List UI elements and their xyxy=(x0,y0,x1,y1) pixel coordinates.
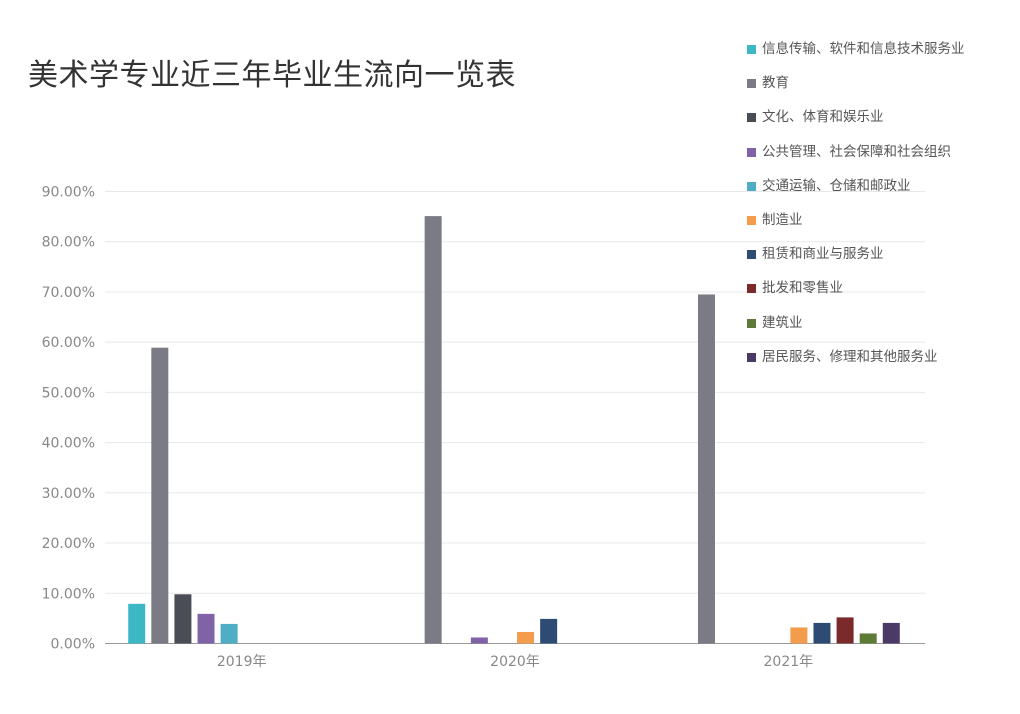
x-tick-label: 2020年 xyxy=(490,654,540,670)
y-tick-label: 70.00% xyxy=(42,285,95,301)
bar xyxy=(790,627,808,644)
bar xyxy=(128,603,146,644)
y-tick-label: 30.00% xyxy=(42,486,95,502)
x-tick-label: 2019年 xyxy=(217,654,267,670)
bar xyxy=(174,594,192,644)
legend-label: 居民服务、修理和其他服务业 xyxy=(762,348,938,365)
y-tick-label: 10.00% xyxy=(42,586,95,602)
bar xyxy=(470,637,488,644)
bar xyxy=(697,294,715,644)
bar xyxy=(517,631,535,644)
bar xyxy=(424,216,442,644)
legend-swatch xyxy=(747,45,756,54)
legend-label: 公共管理、社会保障和社会组织 xyxy=(762,143,951,160)
legend-swatch xyxy=(747,284,756,294)
legend-swatch xyxy=(747,113,756,123)
legend-label: 建筑业 xyxy=(762,314,803,331)
legend-label: 批发和零售业 xyxy=(762,280,843,297)
chart-title: 美术学专业近三年毕业生流向一览表 xyxy=(28,58,516,93)
legend-item: 租赁和商业与服务业 xyxy=(747,245,1012,279)
bar xyxy=(882,622,900,644)
legend-swatch xyxy=(747,79,756,89)
x-tick-label: 2021年 xyxy=(764,654,814,670)
bar xyxy=(151,347,169,644)
legend-item: 公共管理、社会保障和社会组织 xyxy=(747,143,1012,177)
bar xyxy=(197,613,215,644)
bar xyxy=(540,618,558,644)
legend-swatch xyxy=(747,181,756,191)
y-tick-label: 80.00% xyxy=(42,235,95,251)
legend-swatch xyxy=(747,352,756,362)
bar xyxy=(859,633,877,644)
legend-label: 制造业 xyxy=(762,211,803,228)
legend-item: 居民服务、修理和其他服务业 xyxy=(747,348,1012,382)
legend-item: 交通运输、仓储和邮政业 xyxy=(747,177,1012,211)
legend-swatch xyxy=(747,215,756,225)
y-tick-label: 40.00% xyxy=(42,436,95,452)
legend-swatch xyxy=(747,147,756,157)
bar xyxy=(220,623,238,644)
legend-label: 文化、体育和娱乐业 xyxy=(762,109,884,126)
y-tick-label: 90.00% xyxy=(42,185,95,201)
legend-item: 建筑业 xyxy=(747,314,1012,348)
legend-item: 批发和零售业 xyxy=(747,279,1012,313)
y-tick-label: 20.00% xyxy=(42,536,95,552)
legend-label: 交通运输、仓储和邮政业 xyxy=(762,177,911,194)
legend-label: 信息传输、软件和信息技术服务业 xyxy=(762,41,965,57)
legend-swatch xyxy=(747,318,756,328)
y-tick-label: 60.00% xyxy=(42,335,95,351)
y-tick-label: 0.00% xyxy=(51,637,95,653)
bar xyxy=(813,622,831,644)
legend-label: 租赁和商业与服务业 xyxy=(762,246,884,263)
legend-item: 信息传输、软件和信息技术服务业 xyxy=(747,40,1012,74)
y-tick-label: 50.00% xyxy=(42,385,95,401)
legend-item: 制造业 xyxy=(747,211,1012,245)
legend-label: 教育 xyxy=(762,75,789,92)
legend-swatch xyxy=(747,250,756,260)
chart-legend: 信息传输、软件和信息技术服务业 教育文化、体育和娱乐业公共管理、社会保障和社会组织… xyxy=(747,40,1012,382)
legend-item: 教育 xyxy=(747,74,1012,108)
bar xyxy=(836,617,854,644)
legend-item: 文化、体育和娱乐业 xyxy=(747,108,1012,142)
